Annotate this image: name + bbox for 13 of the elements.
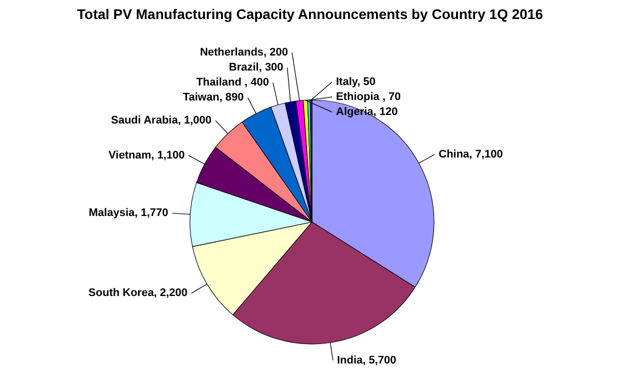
slice-label: Brazil, 300 <box>228 62 284 74</box>
slice-label: Taiwan, 890 <box>182 92 244 104</box>
slice-label: Malaysia, 1,770 <box>88 207 168 220</box>
slice-label: China, 7,100 <box>438 148 503 160</box>
slice-label: Ethiopia , 70 <box>336 91 401 104</box>
slice-label: Italy, 50 <box>336 76 376 88</box>
slice-label: South Korea, 2,200 <box>88 287 188 300</box>
slice-label: India, 5,700 <box>336 354 396 366</box>
chart-title: Total PV Manufacturing Capacity Announcements by Country 1Q 2016 <box>77 6 544 22</box>
slice-label: Netherlands, 200 <box>200 46 288 59</box>
slice-label: Vietnam, 1,100 <box>108 150 185 162</box>
slice-label: Saudi Arabia, 1,000 <box>111 114 212 127</box>
slice-label: Thailand , 400 <box>196 76 269 89</box>
